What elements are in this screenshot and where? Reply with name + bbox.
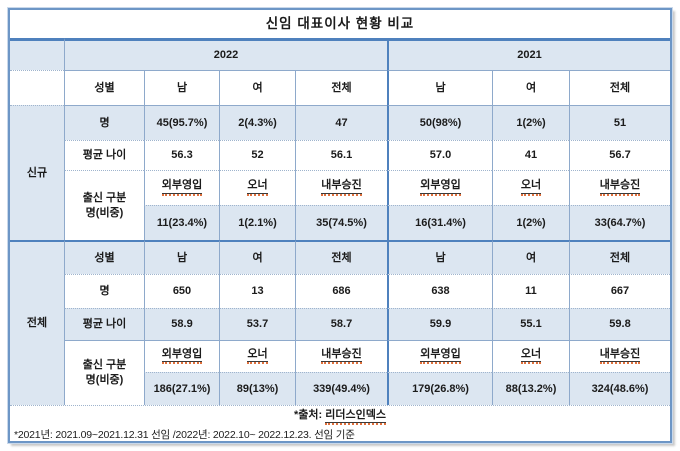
- spellcheck-underline: 외부영입: [420, 180, 461, 196]
- row-label-age-total: 평균 나이: [64, 308, 144, 340]
- origin-type-internal-2022-new: 내부승진: [295, 170, 387, 205]
- col-header-male-2022-total: 남: [144, 240, 219, 274]
- origin-type-external-2021-new: 외부영입: [387, 170, 492, 205]
- spellcheck-underline: 외부영입: [161, 348, 203, 365]
- col-header-total-2022-new: 전체: [295, 70, 387, 105]
- cell-count-total-2021-f: 11: [492, 274, 569, 308]
- col-header-total-2021-total: 전체: [569, 240, 670, 274]
- spellcheck-underline: 오너: [247, 348, 268, 365]
- origin-type-internal-2021-new: 내부승진: [569, 170, 670, 205]
- spellcheck-underline: 오너: [520, 348, 542, 365]
- cell-origin-total-2021-owner: 88(13.2%): [492, 372, 569, 405]
- cell-age-total-2021-total: 59.8: [569, 308, 670, 340]
- cell-age-new-2021-total: 56.7: [569, 140, 670, 170]
- cell-count-new-2021-total: 51: [569, 105, 670, 140]
- cell-age-total-2021-m: 59.9: [387, 308, 492, 340]
- section-label-total: 전체: [10, 240, 64, 405]
- cell-age-total-2021-f: 55.1: [492, 308, 569, 340]
- cell-age-total-2022-m: 58.9: [144, 308, 219, 340]
- spellcheck-underline: 내부승진: [321, 348, 362, 365]
- cell-origin-total-2021-internal: 324(48.6%): [569, 372, 670, 405]
- cell-age-new-2021-m: 57.0: [387, 140, 492, 170]
- spellcheck-underline: 내부승진: [599, 180, 641, 196]
- cell-count-total-2022-f: 13: [219, 274, 295, 308]
- source-prefix: *출처:: [294, 408, 323, 421]
- cell-age-new-2022-f: 52: [219, 140, 295, 170]
- cell-origin-total-2022-internal: 339(49.4%): [295, 372, 387, 405]
- origin-label-line2: 명(비중): [85, 206, 124, 219]
- cell-origin-new-2022-internal: 35(74.5%): [295, 205, 387, 240]
- cell-origin-total-2021-external: 179(26.8%): [387, 372, 492, 405]
- cell-origin-new-2022-owner: 1(2.1%): [219, 205, 295, 240]
- col-header-female-2021-new: 여: [492, 70, 569, 105]
- row-label-origin-new: 출신 구분 명(비중): [64, 170, 144, 240]
- row-label-gender-total: 성별: [64, 240, 144, 274]
- cell-age-total-2022-f: 53.7: [219, 308, 295, 340]
- origin-type-external-2021-total: 외부영입: [387, 340, 492, 372]
- cell-origin-total-2022-external: 186(27.1%): [144, 372, 219, 405]
- origin-type-internal-2021-total: 내부승진: [569, 340, 670, 372]
- source-line: *출처: 리더스인덱스: [14, 406, 666, 426]
- cell-count-total-2022-total: 686: [295, 274, 387, 308]
- row-label-age-new: 평균 나이: [64, 140, 144, 170]
- col-header-male-2022-new: 남: [144, 70, 219, 105]
- row-label-gender-new: 성별: [64, 70, 144, 105]
- cell-count-total-2021-m: 638: [387, 274, 492, 308]
- col-header-female-2022-total: 여: [219, 240, 295, 274]
- table-footer: *출처: 리더스인덱스 *2021년: 2021.09~2021.12.31 선…: [10, 405, 670, 441]
- col-header-female-2022-new: 여: [219, 70, 295, 105]
- origin-label-line2: 명(비중): [85, 374, 124, 386]
- origin-type-internal-2022-total: 내부승진: [295, 340, 387, 372]
- corner-blank-cell: [10, 38, 64, 70]
- cell-age-total-2022-total: 58.7: [295, 308, 387, 340]
- cell-origin-total-2022-owner: 89(13%): [219, 372, 295, 405]
- col-header-female-2021-total: 여: [492, 240, 569, 274]
- cell-origin-new-2021-external: 16(31.4%): [387, 205, 492, 240]
- cell-age-new-2022-m: 56.3: [144, 140, 219, 170]
- origin-type-owner-2022-total: 오너: [219, 340, 295, 372]
- table-title: 신임 대표이사 현황 비교: [265, 16, 415, 32]
- cell-count-new-2022-f: 2(4.3%): [219, 105, 295, 140]
- origin-type-owner-2021-total: 오너: [492, 340, 569, 372]
- cell-count-new-2022-total: 47: [295, 105, 387, 140]
- year-header-2022: 2022: [64, 38, 387, 70]
- cell-age-new-2021-f: 41: [492, 140, 569, 170]
- cell-origin-new-2022-external: 11(23.4%): [144, 205, 219, 240]
- section-label-new: 신규: [10, 105, 64, 240]
- cell-count-new-2022-m: 45(95.7%): [144, 105, 219, 140]
- row-label-count-new: 명: [64, 105, 144, 140]
- spellcheck-underline: 내부승진: [321, 180, 362, 196]
- spellcheck-underline: 오너: [520, 180, 542, 196]
- blank-cell: [10, 70, 64, 105]
- col-header-male-2021-total: 남: [387, 240, 492, 274]
- col-header-total-2021-new: 전체: [569, 70, 670, 105]
- ceo-comparison-table: 신임 대표이사 현황 비교 2022 2021 성별 남 여 전체 남 여 전체…: [7, 7, 673, 444]
- col-header-total-2022-total: 전체: [295, 240, 387, 274]
- cell-origin-new-2021-owner: 1(2%): [492, 205, 569, 240]
- origin-type-owner-2021-new: 오너: [492, 170, 569, 205]
- origin-label-line1: 출신 구분: [82, 359, 127, 372]
- origin-type-owner-2022-new: 오너: [219, 170, 295, 205]
- spellcheck-underline: 외부영입: [161, 180, 203, 196]
- col-header-male-2021-new: 남: [387, 70, 492, 105]
- cell-count-new-2021-m: 50(98%): [387, 105, 492, 140]
- origin-label-line1: 출신 구분: [82, 191, 127, 204]
- cell-origin-new-2021-internal: 33(64.7%): [569, 205, 670, 240]
- cell-count-total-2022-m: 650: [144, 274, 219, 308]
- cell-age-new-2022-total: 56.1: [295, 140, 387, 170]
- spellcheck-underline: 오너: [247, 180, 268, 196]
- origin-type-external-2022-new: 외부영입: [144, 170, 219, 205]
- year-header-2021: 2021: [387, 38, 670, 70]
- spellcheck-underline: 외부영입: [420, 348, 461, 365]
- origin-type-external-2022-total: 외부영입: [144, 340, 219, 372]
- row-label-count-total: 명: [64, 274, 144, 308]
- footnote: *2021년: 2021.09~2021.12.31 선임 /2022년: 20…: [14, 429, 355, 442]
- spellcheck-underline: 리더스인덱스: [325, 409, 386, 426]
- row-label-origin-total: 출신 구분 명(비중): [64, 340, 144, 405]
- spellcheck-underline: 내부승진: [599, 348, 641, 365]
- cell-count-new-2021-f: 1(2%): [492, 105, 569, 140]
- cell-count-total-2021-total: 667: [569, 274, 670, 308]
